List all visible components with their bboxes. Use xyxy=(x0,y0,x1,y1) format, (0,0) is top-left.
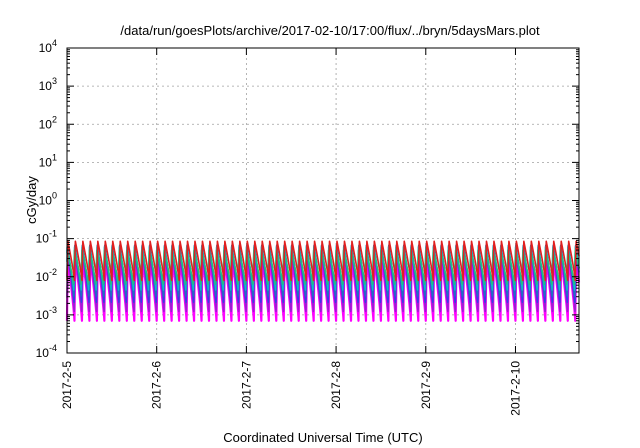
y-tick-label: 100 xyxy=(39,191,57,208)
y-axis-title: cGy/day xyxy=(24,176,39,224)
x-tick-label: 2017-2-10 xyxy=(508,361,522,416)
y-tick-label: 102 xyxy=(39,114,57,131)
chart-title: /data/run/goesPlots/archive/2017-02-10/1… xyxy=(120,23,540,38)
x-axis: 2017-2-5 2017-2-6 2017-2-7 2017-2-8 2017-2-9… xyxy=(60,48,522,416)
y-tick-label: 10-4 xyxy=(36,343,57,360)
series-line xyxy=(66,240,580,282)
x-tick-label: 2017-2-5 xyxy=(60,361,74,409)
y-axis: 10-4 10-3 10-2 10-1 100 101 102 103 104 xyxy=(36,38,579,360)
grid xyxy=(67,48,579,353)
x-tick-label: 2017-2-9 xyxy=(419,361,433,409)
series-layer xyxy=(65,240,581,322)
y-tick-label: 104 xyxy=(39,38,57,55)
x-tick-label: 2017-2-6 xyxy=(150,361,164,409)
y-tick-label: 10-1 xyxy=(36,229,57,246)
y-tick-label: 101 xyxy=(39,152,57,169)
x-tick-label: 2017-2-7 xyxy=(239,361,253,409)
x-axis-title: Coordinated Universal Time (UTC) xyxy=(223,430,422,445)
x-tick-label: 2017-2-8 xyxy=(329,361,343,409)
y-tick-label: 10-3 xyxy=(36,305,57,322)
y-tick-label: 103 xyxy=(39,76,57,93)
y-tick-label: 10-2 xyxy=(36,267,57,284)
